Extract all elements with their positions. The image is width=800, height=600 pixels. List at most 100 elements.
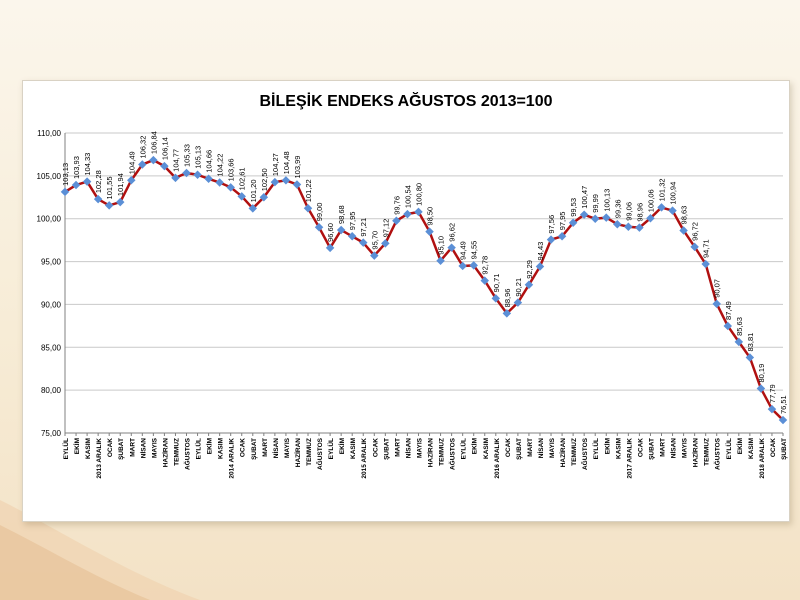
data-point — [226, 183, 235, 192]
chart-panel: BİLEŞİK ENDEKS AĞUSTOS 2013=100 75,00 80,… — [22, 80, 790, 522]
data-label: 102,50 — [260, 168, 269, 191]
x-tick-label: EYLÜL — [326, 438, 335, 459]
data-label: 101,22 — [304, 179, 313, 202]
y-tick-label: 105,00 — [37, 172, 62, 181]
data-label: 98,68 — [337, 205, 346, 224]
data-point — [590, 214, 600, 224]
data-label: 100,54 — [403, 185, 412, 208]
data-point — [281, 176, 291, 185]
x-tick-label: AĞUSTOS — [448, 437, 457, 470]
data-label: 88,96 — [503, 289, 512, 308]
data-label: 92,78 — [481, 256, 490, 275]
data-label: 95,70 — [370, 231, 379, 250]
y-tick-label: 100,00 — [37, 215, 62, 224]
x-tick-label: KASIM — [350, 438, 357, 459]
data-label: 96,62 — [448, 223, 457, 242]
data-label: 104,66 — [205, 150, 214, 173]
x-tick-label: ŞUBAT — [251, 438, 258, 460]
x-tick-label: EYLÜL — [194, 438, 203, 459]
data-label: 104,33 — [83, 153, 92, 176]
x-tick-label: TEMMUZ — [704, 438, 711, 466]
x-tick-label: EKİM — [471, 438, 479, 454]
x-tick-label: HAZİRAN — [161, 438, 169, 468]
y-tick-label: 80,00 — [41, 386, 62, 395]
x-tick-label: HAZİRAN — [427, 438, 435, 468]
data-point — [138, 160, 147, 169]
data-point — [237, 192, 246, 201]
x-tick-label: HAZİRAN — [294, 438, 302, 468]
data-point — [127, 175, 136, 185]
x-tick-label: AĞUSTOS — [183, 437, 192, 470]
data-point — [303, 204, 313, 213]
x-tick-label: 2016 ARALIK — [494, 438, 501, 479]
data-point — [425, 227, 434, 236]
data-label: 101,94 — [116, 173, 125, 196]
x-tick-label: NİSAN — [272, 438, 280, 459]
data-point — [458, 261, 467, 271]
data-point — [403, 209, 412, 219]
y-tick-label: 95,00 — [41, 258, 62, 267]
x-tick-label: 2017 ARALIK — [626, 438, 633, 479]
data-label: 97,12 — [381, 219, 390, 238]
data-point — [624, 222, 633, 232]
x-tick-label: MAYIS — [416, 437, 423, 458]
data-point — [115, 197, 125, 207]
x-tick-label: NİSAN — [404, 438, 412, 459]
data-point — [491, 294, 501, 303]
data-point — [712, 299, 721, 309]
x-tick-label: KASIM — [483, 438, 490, 459]
x-tick-label: TEMMUZ — [173, 438, 180, 466]
data-point — [248, 204, 258, 213]
data-label: 104,49 — [127, 151, 136, 174]
data-point — [193, 170, 202, 179]
x-tick-label: ŞUBAT — [383, 438, 390, 460]
data-label: 101,20 — [249, 179, 258, 202]
data-label: 96,72 — [691, 222, 700, 241]
x-tick-label: HAZİRAN — [559, 438, 567, 468]
data-point — [171, 173, 180, 183]
data-label: 105,33 — [183, 144, 192, 167]
data-label: 103,13 — [61, 163, 70, 186]
data-point — [469, 261, 478, 270]
data-point — [778, 415, 788, 425]
line-chart: 75,00 80,00 85,00 90,00 95,00 100,00 105,00 110… — [37, 129, 788, 479]
x-tick-label: MART — [394, 438, 401, 457]
x-tick-label: TEMMUZ — [571, 438, 578, 466]
data-label: 100,80 — [414, 183, 423, 206]
x-tick-label: OCAK — [505, 438, 512, 457]
data-point — [370, 251, 379, 260]
data-point — [756, 384, 766, 393]
x-tick-label: NİSAN — [139, 438, 147, 459]
x-tick-label: AĞUSTOS — [580, 437, 589, 470]
data-point — [381, 239, 390, 248]
data-point — [502, 309, 512, 318]
x-tick-label: TEMMUZ — [439, 438, 446, 466]
x-tick-label: OCAK — [770, 438, 777, 457]
data-label: 94,43 — [536, 242, 545, 261]
y-tick-label: 90,00 — [41, 300, 62, 309]
x-tick-label: 2013 ARALIK — [96, 438, 103, 479]
data-point — [82, 177, 92, 186]
x-tick-label: OCAK — [240, 438, 247, 457]
data-label: 90,21 — [514, 278, 523, 297]
x-tick-label: KASIM — [85, 438, 92, 459]
data-label: 94,49 — [459, 241, 468, 260]
data-point — [546, 235, 556, 244]
x-tick-label: OCAK — [637, 438, 644, 457]
x-tick-label: ŞUBAT — [516, 438, 523, 460]
x-tick-label: EKİM — [206, 438, 214, 454]
x-tick-label: TEMMUZ — [306, 438, 313, 466]
data-point — [215, 178, 224, 187]
x-tick-label: MAYIS — [284, 437, 291, 458]
data-point — [93, 194, 103, 204]
x-tick-label: ŞUBAT — [648, 438, 655, 460]
data-label: 100,47 — [580, 186, 589, 209]
x-tick-label: KASIM — [748, 438, 755, 459]
x-tick-label: AĞUSTOS — [713, 437, 722, 470]
data-label: 100,06 — [646, 189, 655, 212]
x-tick-label: NİSAN — [537, 438, 545, 459]
x-tick-label: HAZİRAN — [692, 438, 700, 468]
y-tick-label: 75,00 — [41, 429, 62, 438]
data-point — [734, 337, 744, 347]
y-tick-label: 110,00 — [37, 129, 61, 138]
